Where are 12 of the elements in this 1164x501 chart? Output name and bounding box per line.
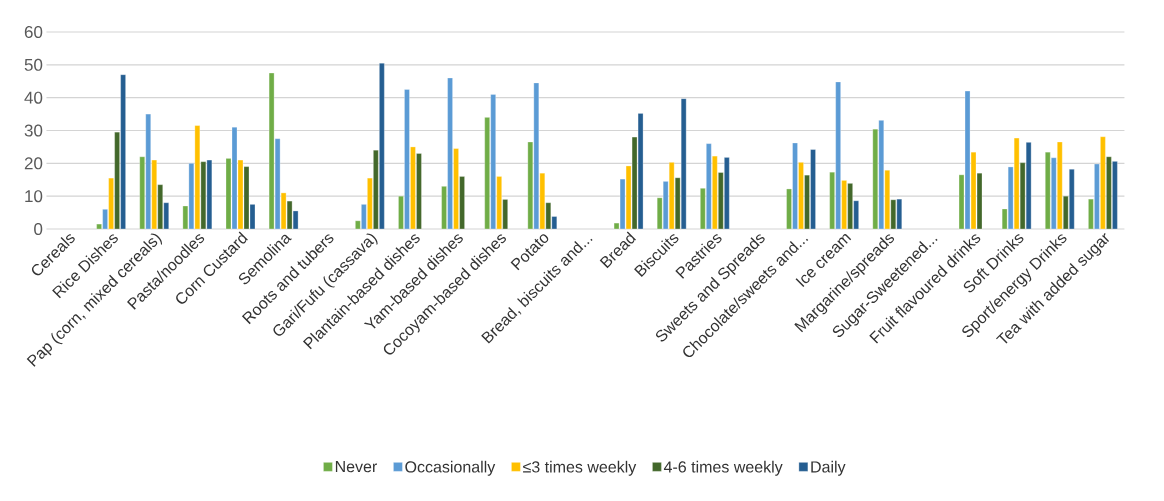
legend-label: 4-6 times weekly (663, 460, 783, 476)
y-tick-label: 0 (34, 222, 43, 236)
y-tick-label: 60 (24, 25, 43, 39)
legend-label: Daily (811, 460, 846, 476)
y-tick-label: 40 (24, 91, 43, 104)
legend-label: ≤3 times weekly (523, 460, 637, 476)
legend-label: Never (335, 461, 377, 473)
y-tick-label: 50 (24, 58, 43, 71)
y-tick-label: 20 (24, 157, 43, 170)
legend-label: Occasionally (405, 460, 496, 476)
y-tick-label: 30 (24, 124, 43, 137)
y-tick-label: 10 (25, 190, 43, 203)
